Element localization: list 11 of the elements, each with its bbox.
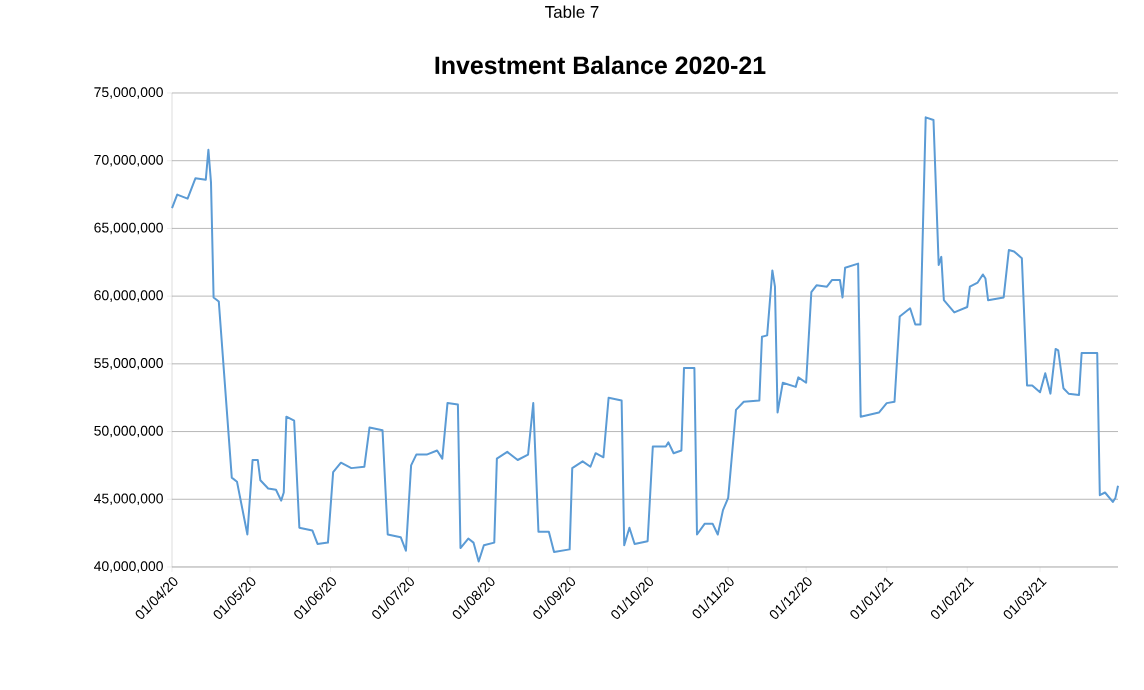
chart-title: Investment Balance 2020-21 (435, 55, 766, 75)
y-tick-label: 65,000,000 (94, 222, 163, 235)
y-tick-label: 50,000,000 (94, 425, 163, 438)
y-tick-label: 70,000,000 (94, 154, 163, 167)
y-tick-label: 75,000,000 (94, 87, 163, 99)
y-tick-label: 40,000,000 (93, 561, 163, 573)
y-tick-label: 55,000,000 (94, 358, 163, 370)
caption: Table 7 (545, 5, 599, 18)
line-series (171, 116, 1120, 563)
y-tick-label: 60,000,000 (94, 290, 163, 302)
y-tick-label: 45,000,000 (93, 493, 163, 506)
